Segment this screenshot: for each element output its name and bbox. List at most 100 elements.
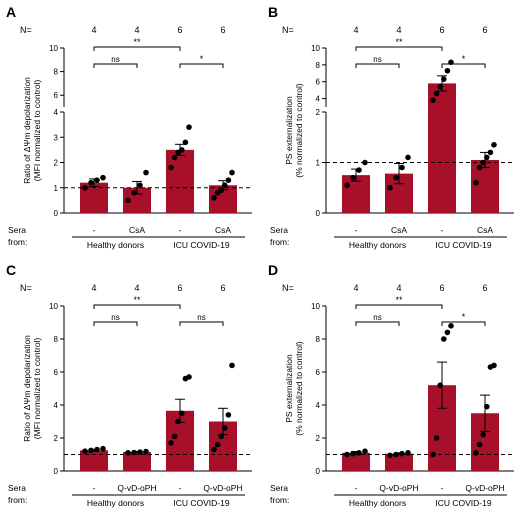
data-point <box>387 452 393 459</box>
data-point <box>473 179 479 186</box>
y-tick-label: 2 <box>316 108 321 117</box>
sera-label: from: <box>270 495 289 505</box>
y-axis-label-line2: (% normalized to control) <box>294 341 304 436</box>
category-label: - <box>355 225 358 235</box>
significance-bracket <box>355 46 443 51</box>
data-point <box>137 182 143 189</box>
panel-letter: D <box>268 262 278 278</box>
data-point <box>480 431 486 438</box>
n-value: 6 <box>439 283 444 293</box>
significance-label: * <box>200 54 204 64</box>
data-point <box>82 448 88 454</box>
data-point <box>356 167 362 173</box>
category-label: - <box>179 225 182 235</box>
data-point <box>171 154 178 161</box>
group-label: ICU COVID-19 <box>435 240 491 250</box>
n-label: N= <box>282 283 294 293</box>
significance-label: ns <box>111 55 119 64</box>
y-axis-label-line2: (MFI normalized to control) <box>32 80 42 182</box>
category-label: - <box>93 225 96 235</box>
data-point <box>131 449 137 456</box>
significance-label: ns <box>373 313 381 322</box>
group-label: ICU COVID-19 <box>173 498 229 508</box>
data-point <box>444 67 451 74</box>
data-point <box>94 446 100 453</box>
significance-label: * <box>462 54 466 64</box>
y-axis-label: Ratio of ΔΨm depolarization (MFI normaliz… <box>22 335 42 442</box>
y-tick-label: 10 <box>311 44 320 53</box>
n-value: 4 <box>134 283 139 293</box>
bar <box>385 453 413 471</box>
data-point <box>171 433 178 440</box>
y-axis-label-line1: PS externalization <box>284 96 294 165</box>
data-point <box>444 329 451 336</box>
panel-letter: A <box>6 4 16 20</box>
category-label: Q-vD-oPH <box>465 483 504 493</box>
y-axis-label-line2: (MFI normalized to control) <box>32 338 42 440</box>
sera-label: from: <box>8 495 27 505</box>
y-tick-label: 0 <box>54 467 59 476</box>
data-point <box>186 124 192 130</box>
sera-label: from: <box>8 237 27 247</box>
data-point <box>222 425 228 431</box>
y-axis-label: PS externalization (% normalized to contr… <box>284 341 304 436</box>
y-tick-label: 6 <box>54 91 59 100</box>
n-label: N= <box>282 25 294 35</box>
data-point <box>94 177 100 183</box>
n-value: 4 <box>91 25 96 35</box>
y-tick-label: 2 <box>54 434 59 443</box>
data-point <box>476 164 483 171</box>
significance-bracket <box>93 46 181 51</box>
n-value: 4 <box>134 25 139 35</box>
y-tick-label: 3 <box>54 133 59 142</box>
bar <box>428 83 456 214</box>
category-label: - <box>93 483 96 493</box>
significance-bracket <box>93 321 138 326</box>
y-axis-label-line1: Ratio of ΔΨm depolarization <box>22 335 32 442</box>
significance-label: ns <box>373 55 381 64</box>
sera-label: Sera <box>8 483 26 493</box>
data-point <box>88 179 94 186</box>
y-tick-label: 10 <box>311 302 320 311</box>
data-point <box>491 142 497 148</box>
data-point <box>222 182 228 189</box>
group-label: ICU COVID-19 <box>173 240 229 250</box>
n-value: 4 <box>353 25 358 35</box>
n-value: 6 <box>482 25 487 35</box>
significance-label: ** <box>395 37 403 47</box>
significance-bracket <box>93 304 181 309</box>
category-label: Q-vD-oPH <box>203 483 242 493</box>
data-point <box>484 403 490 410</box>
category-label: Q-vD-oPH <box>117 483 156 493</box>
y-tick-label: 2 <box>54 159 59 168</box>
significance-label: ** <box>395 295 403 305</box>
significance-bracket <box>355 63 400 68</box>
significance-label: ns <box>111 313 119 322</box>
bar <box>123 452 151 471</box>
group-label: Healthy donors <box>87 240 144 250</box>
significance-label: ** <box>133 37 141 47</box>
data-point <box>441 336 447 342</box>
y-tick-label: 1 <box>316 159 321 168</box>
data-point <box>350 174 356 181</box>
significance-bracket <box>179 63 224 68</box>
data-point <box>476 441 483 448</box>
significance-bracket <box>441 321 486 326</box>
y-tick-label: 6 <box>316 368 321 377</box>
significance-bracket <box>179 321 224 326</box>
data-point <box>186 374 192 380</box>
category-label: - <box>355 483 358 493</box>
n-value: 6 <box>220 25 225 35</box>
sera-label: from: <box>270 237 289 247</box>
data-point <box>387 184 393 191</box>
sera-label: Sera <box>8 225 26 235</box>
n-value: 4 <box>396 25 401 35</box>
bar <box>471 159 499 213</box>
n-value: 4 <box>353 283 358 293</box>
y-tick-label: 8 <box>316 335 321 344</box>
y-tick-label: 6 <box>316 78 321 87</box>
data-point <box>214 441 221 448</box>
data-point <box>143 448 149 455</box>
data-point <box>430 97 436 104</box>
data-point <box>168 440 174 446</box>
